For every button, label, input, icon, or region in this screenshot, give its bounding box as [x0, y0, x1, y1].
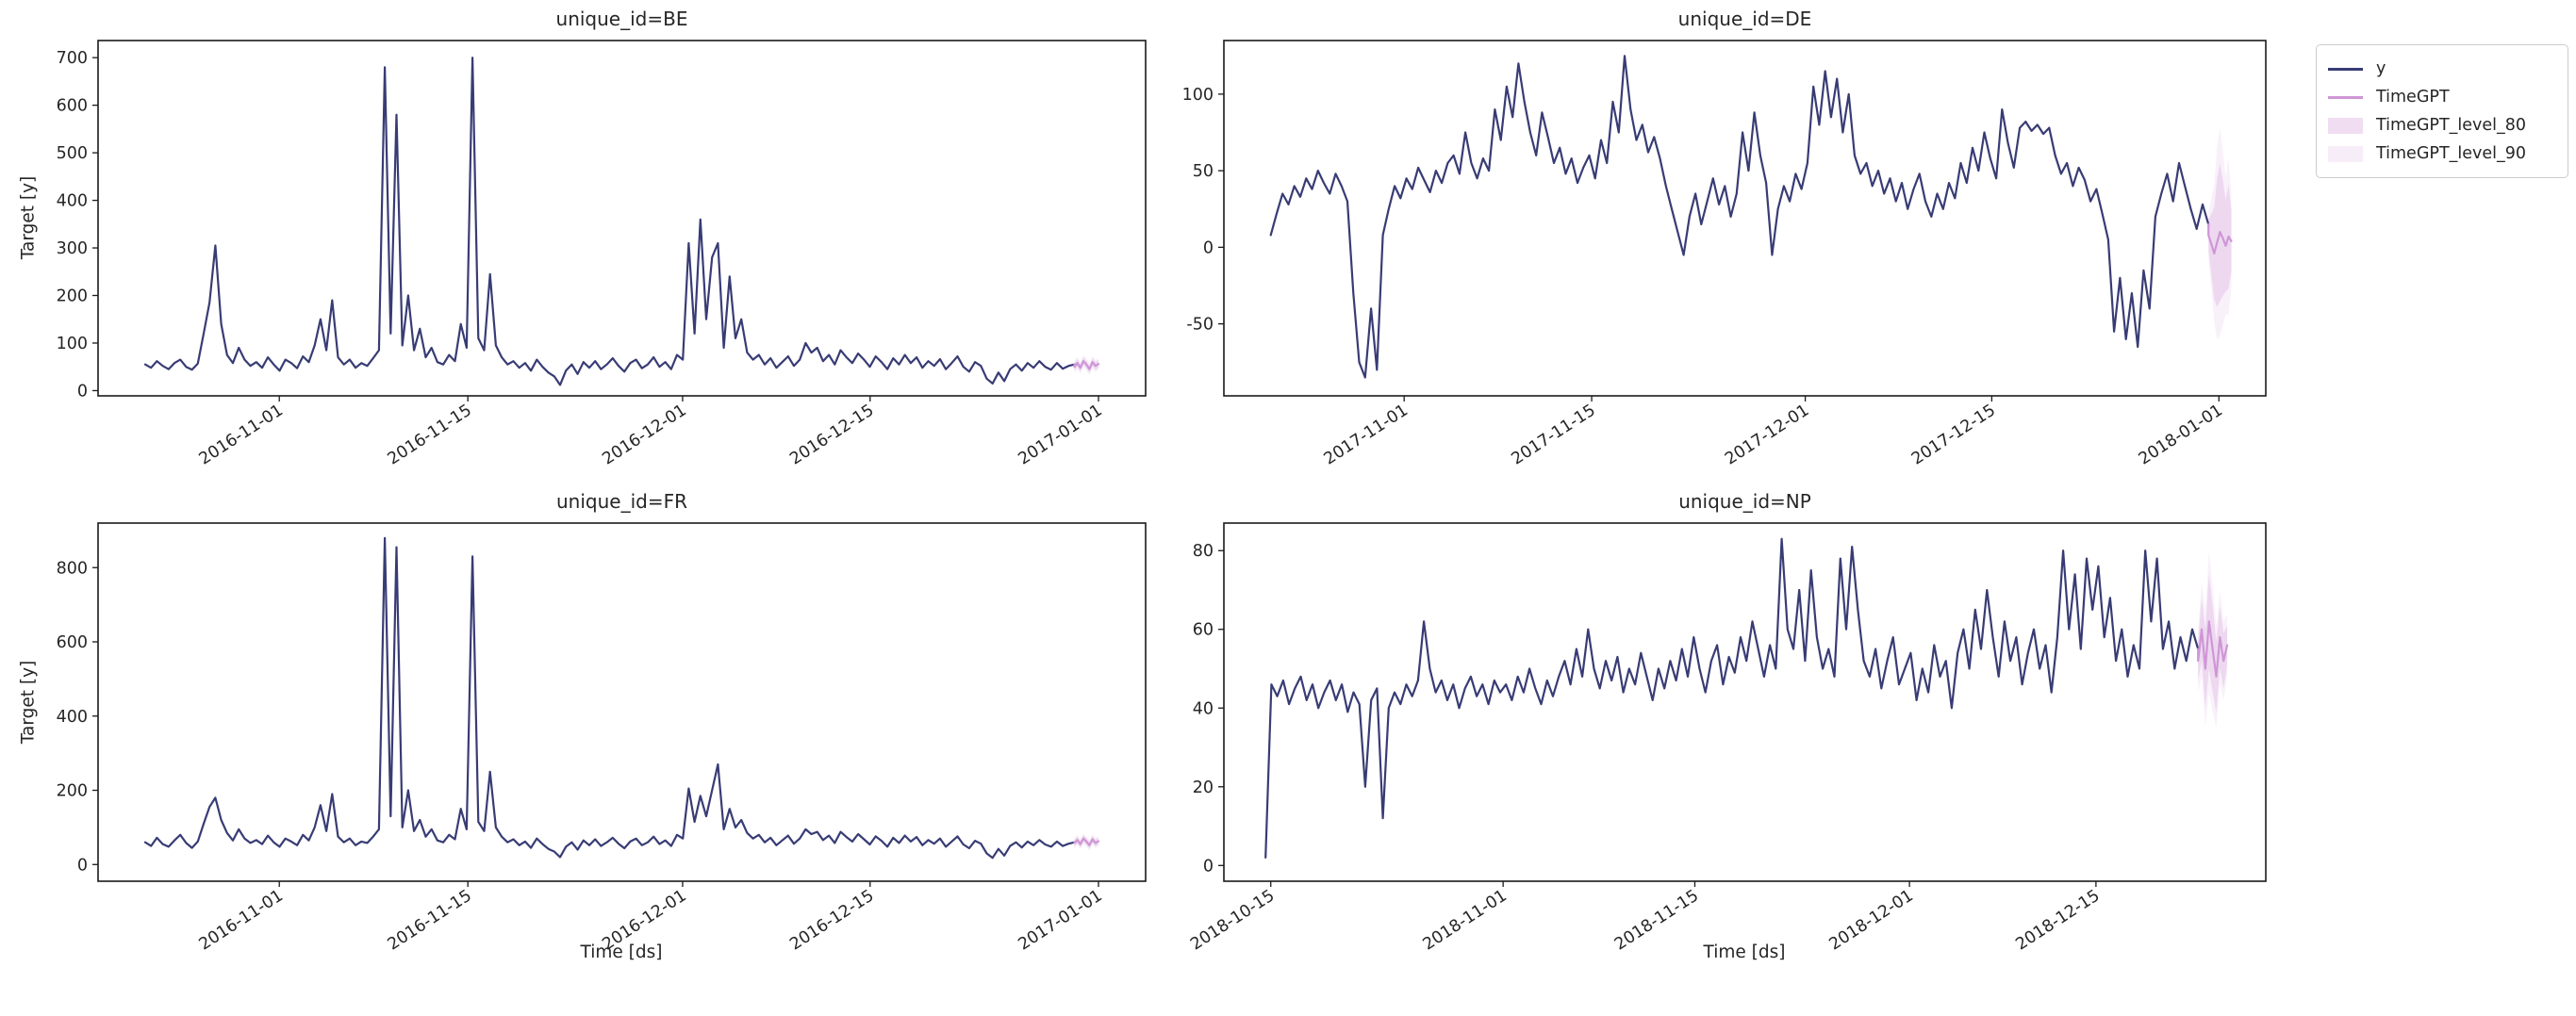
- x-tick-label: 2016-12-15: [786, 886, 877, 954]
- timegpt-forecast-line: [2197, 620, 2229, 678]
- level-90-band: [2198, 550, 2228, 729]
- y-tick-label: 50: [1193, 162, 1214, 181]
- x-tick-label: 2017-01-01: [1016, 401, 1106, 468]
- legend-item-y: y: [2328, 55, 2556, 83]
- x-axis-label-left: Time [ds]: [580, 942, 663, 962]
- y-tick-label: -50: [1186, 316, 1214, 335]
- axes-spines: [1223, 522, 2267, 882]
- x-tick-label: 2018-11-15: [1611, 886, 1702, 954]
- np-chart: 0 20 40 60 80 2018-10-15 2018-11-01 2018-11-15 2…: [1187, 522, 2267, 955]
- y-tick-label: 400: [57, 708, 88, 727]
- x-tick-label: 2017-11-15: [1509, 401, 1599, 468]
- x-tick-label: 2017-11-01: [1321, 401, 1412, 468]
- legend-item-level-90: TimeGPT_level_90: [2328, 139, 2556, 168]
- plot-area-be: 0 100 200 300 400 500 600 700 2016-11-01 2016-11-…: [57, 40, 1147, 469]
- y-tick-label: 0: [1203, 238, 1214, 257]
- x-tick-label: 2016-11-15: [385, 886, 475, 954]
- x-tick-label: 2018-11-01: [1420, 886, 1511, 954]
- y-tick-label: 100: [1182, 86, 1214, 105]
- y-tick-label: 600: [57, 97, 88, 116]
- y-tick-label: 400: [57, 192, 88, 211]
- y-tick-label: 300: [57, 239, 88, 258]
- y-tick-label: 0: [77, 856, 88, 875]
- y-tick-label: 20: [1193, 778, 1214, 797]
- be-chart: 0 100 200 300 400 500 600 700 2016-11-01 2016-11-…: [57, 40, 1147, 469]
- x-tick-label: 2017-01-01: [1016, 886, 1106, 954]
- timegpt-line-swatch: [2328, 95, 2363, 99]
- de-chart: -50 0 50 100 2017-11-01 2017-11-15 2017-12-01 2…: [1182, 40, 2267, 469]
- fr-chart: 0 200 400 600 800 2016-11-01 2016-11-15 2016-12…: [57, 522, 1147, 955]
- panel-title-np: unique_id=NP: [1678, 490, 1811, 513]
- y-tick-label: 60: [1193, 621, 1214, 640]
- y-axis-label-top: Target [y]: [18, 175, 39, 260]
- x-axis-label-right: Time [ds]: [1703, 942, 1786, 962]
- y-tick-label: 100: [57, 335, 88, 353]
- x-tick-label: 2018-12-15: [2012, 886, 2103, 954]
- x-tick-label: 2017-12-15: [1908, 401, 1999, 468]
- level-80-patch-swatch: [2328, 117, 2363, 134]
- level-90-patch-swatch: [2328, 145, 2363, 162]
- y-line-swatch: [2328, 67, 2363, 71]
- y-tick-label: 200: [57, 782, 88, 801]
- y-tick-label: 0: [77, 382, 88, 401]
- legend-item-level-80: TimeGPT_level_80: [2328, 111, 2556, 139]
- y-tick-label: 800: [57, 559, 88, 578]
- timegpt-forecast-line: [1073, 360, 1100, 370]
- x-tick-label: 2018-01-01: [2136, 401, 2226, 468]
- legend-label-level-80: TimeGPT_level_80: [2376, 116, 2527, 135]
- timegpt-forecast-line: [2207, 222, 2233, 254]
- axes-spines: [1223, 40, 2267, 397]
- x-tick-label: 2016-12-01: [599, 401, 689, 468]
- y-series-line: [143, 57, 1076, 386]
- x-tick-label: 2016-11-01: [196, 401, 287, 468]
- plot-area-np: 0 20 40 60 80 2018-10-15 2018-11-01 2018-11-15 2…: [1187, 522, 2267, 955]
- y-tick-label: 40: [1193, 699, 1214, 718]
- legend-label-level-90: TimeGPT_level_90: [2376, 144, 2527, 163]
- y-tick-label: 600: [57, 633, 88, 652]
- y-series-line: [1269, 55, 2210, 379]
- axes-spines: [97, 522, 1147, 882]
- x-tick-label: 2016-11-15: [385, 401, 475, 468]
- legend-label-timegpt: TimeGPT: [2376, 88, 2450, 107]
- legend-item-timegpt: TimeGPT: [2328, 83, 2556, 111]
- y-series-line: [143, 536, 1076, 860]
- timegpt-forecast-line: [1073, 837, 1100, 846]
- axes-spines: [97, 40, 1147, 397]
- x-tick-label: 2018-12-01: [1826, 886, 1917, 954]
- panel-title-fr: unique_id=FR: [556, 490, 687, 513]
- y-series-line: [1264, 537, 2200, 859]
- y-tick-label: 700: [57, 49, 88, 68]
- y-tick-label: 500: [57, 144, 88, 163]
- panel-title-de: unique_id=DE: [1677, 8, 1812, 30]
- y-tick-label: 0: [1203, 857, 1214, 876]
- x-tick-label: 2017-12-01: [1722, 401, 1812, 468]
- x-tick-label: 2016-11-01: [196, 886, 287, 954]
- panel-title-be: unique_id=BE: [555, 8, 688, 30]
- x-tick-label: 2016-12-15: [786, 401, 877, 468]
- y-tick-label: 200: [57, 287, 88, 306]
- plot-area-de: -50 0 50 100 2017-11-01 2017-11-15 2017-12-01 2…: [1182, 40, 2267, 469]
- plot-area-fr: 0 200 400 600 800 2016-11-01 2016-11-15 2016-12…: [57, 522, 1147, 955]
- legend-label-y: y: [2376, 59, 2386, 78]
- legend: y TimeGPT TimeGPT_level_80 TimeGPT_level…: [2316, 44, 2568, 178]
- y-tick-label: 80: [1193, 542, 1214, 561]
- y-axis-label-bottom: Target [y]: [18, 660, 39, 745]
- x-tick-label: 2018-10-15: [1187, 886, 1278, 954]
